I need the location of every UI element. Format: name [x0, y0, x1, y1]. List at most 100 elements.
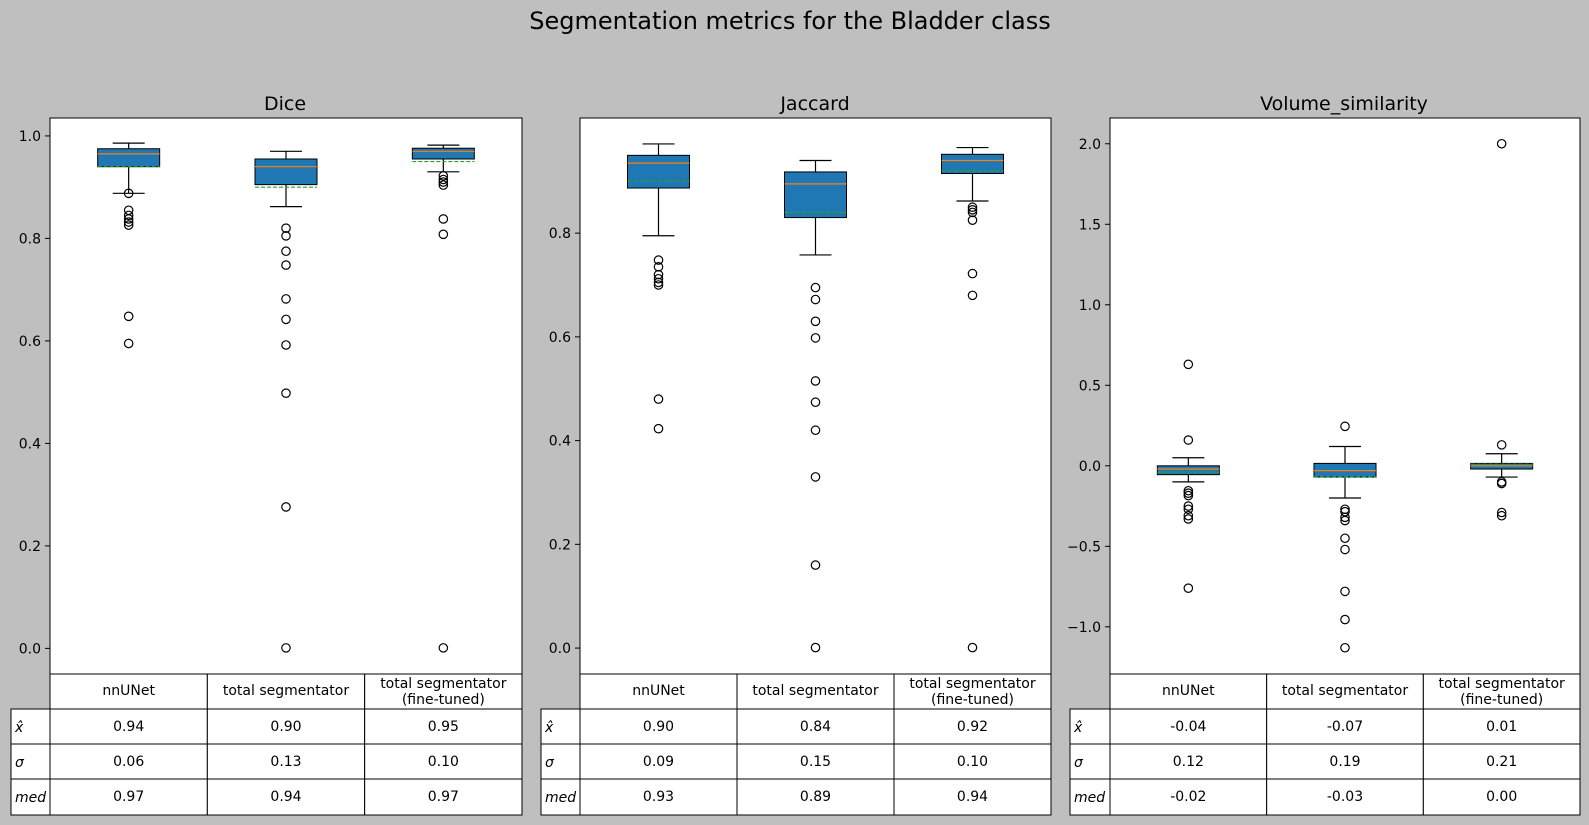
table-cell-value: 0.90: [270, 719, 301, 735]
y-tick-label: 0.5: [1079, 378, 1101, 394]
table-header-cell: [1422, 673, 1581, 710]
outlier-point: [1183, 435, 1194, 445]
outlier-point: [123, 188, 134, 199]
outlier-point: [1183, 504, 1194, 515]
y-tick-label: 0.2: [19, 539, 41, 555]
outlier-point: [438, 643, 449, 653]
outlier-point: [438, 171, 449, 181]
table-cell: [1422, 708, 1581, 745]
y-tick-label: 0.6: [549, 330, 571, 346]
table-row-label-cell: [1069, 743, 1111, 780]
table-cell-value: 0.06: [113, 754, 144, 770]
table-cell: [206, 778, 366, 816]
outlier-point: [967, 205, 978, 215]
outlier-point: [123, 338, 134, 349]
outlier-point: [1496, 478, 1507, 489]
table-header-cell: [206, 673, 366, 710]
table-header-cell: [49, 673, 208, 710]
table-row-label: x̂: [1073, 720, 1083, 736]
outlier-point: [281, 246, 291, 257]
table-cell: [579, 778, 738, 816]
outlier-point: [438, 174, 449, 185]
table-cell: [49, 778, 208, 816]
table-cell-value: 0.93: [643, 789, 674, 805]
outlier-point: [1496, 440, 1507, 450]
outlier-point: [438, 180, 449, 190]
table-cell-value: -0.04: [1170, 719, 1206, 735]
outlier-point: [281, 231, 291, 241]
table-cell-value: 0.90: [643, 719, 674, 735]
box-2: [254, 150, 318, 653]
outlier-point: [967, 215, 978, 225]
panel-jaccard: Jaccard 0.0 0.2 0.4 0.6 0.8 nnUNet total segmen…: [540, 93, 1052, 816]
outlier-point: [653, 280, 664, 290]
outlier-point: [123, 210, 134, 221]
table-cell-value: 0.19: [1329, 754, 1360, 770]
table-cell: [1109, 743, 1268, 780]
table-cell: [364, 708, 523, 745]
table-cell-value: 0.15: [800, 754, 831, 770]
outlier-point: [967, 642, 978, 653]
outlier-point: [1183, 490, 1194, 501]
table-column-header: nnUNet: [1162, 683, 1215, 699]
outlier-point: [810, 397, 821, 408]
outlier-point: [438, 214, 449, 224]
outlier-point: [1340, 512, 1350, 523]
table-cell-value: 0.92: [957, 719, 988, 735]
outlier-point: [653, 262, 664, 272]
table-column-header: total segmentator: [752, 683, 879, 699]
outlier-point: [438, 229, 449, 240]
table-column-header: total segmentator: [380, 676, 507, 692]
outlier-point: [1183, 488, 1194, 498]
outlier-point: [810, 294, 821, 305]
outlier-point: [438, 177, 449, 187]
outlier-point: [653, 394, 664, 404]
table-cell-value: 0.01: [1486, 719, 1517, 735]
table-header-cell: [893, 673, 1052, 710]
outlier-point: [1340, 515, 1350, 526]
y-tick-label: 2.0: [1079, 137, 1101, 153]
box-iqr: [627, 154, 690, 189]
table-cell-value: 0.89: [800, 789, 831, 805]
outlier-point: [1183, 583, 1194, 593]
outlier-point: [967, 207, 978, 218]
box-1: [627, 143, 690, 434]
table-cell: [736, 708, 895, 745]
outlier-point: [1183, 510, 1194, 521]
box-iqr: [411, 147, 475, 160]
table-row-label-cell: [10, 778, 51, 816]
box-2: [784, 159, 847, 653]
box-iqr: [97, 148, 161, 168]
outlier-point: [967, 290, 978, 301]
outlier-point: [281, 294, 291, 304]
outlier-point: [1183, 485, 1194, 496]
table-cell-value: 0.97: [428, 789, 459, 805]
table-cell: [1109, 708, 1268, 745]
table-cell-value: 0.10: [428, 754, 459, 770]
table-cell-value: 0.13: [270, 754, 301, 770]
table-cell-value: 0.94: [957, 789, 988, 805]
outlier-point: [1340, 421, 1350, 432]
y-tick-label: 0.2: [549, 537, 571, 553]
table-cell-value: 0.21: [1486, 754, 1517, 770]
table-header-cell: [1109, 673, 1268, 710]
table-row-label: x̂: [544, 720, 554, 736]
outlier-point: [281, 340, 291, 350]
outlier-point: [1340, 544, 1350, 555]
box-2: [1313, 421, 1377, 653]
table-cell-value: -0.02: [1170, 789, 1206, 805]
outlier-point: [1496, 510, 1507, 521]
outlier-point: [810, 333, 821, 343]
figure-title: Segmentation metrics for the Bladder cla…: [529, 7, 1051, 35]
box-3: [941, 146, 1004, 653]
outlier-point: [653, 277, 664, 288]
outlier-point: [281, 260, 291, 270]
outlier-point: [810, 282, 821, 293]
table-cell: [893, 778, 1052, 816]
box-3: [1470, 138, 1534, 521]
panels: Dice 0.0 0.2 0.4 0.6 0.8 1.0 nnUNet total segmen…: [10, 93, 1581, 816]
box-1: [97, 142, 161, 349]
subplot-title: Volume_similarity: [1260, 93, 1428, 115]
table-cell-value: 0.09: [643, 754, 674, 770]
